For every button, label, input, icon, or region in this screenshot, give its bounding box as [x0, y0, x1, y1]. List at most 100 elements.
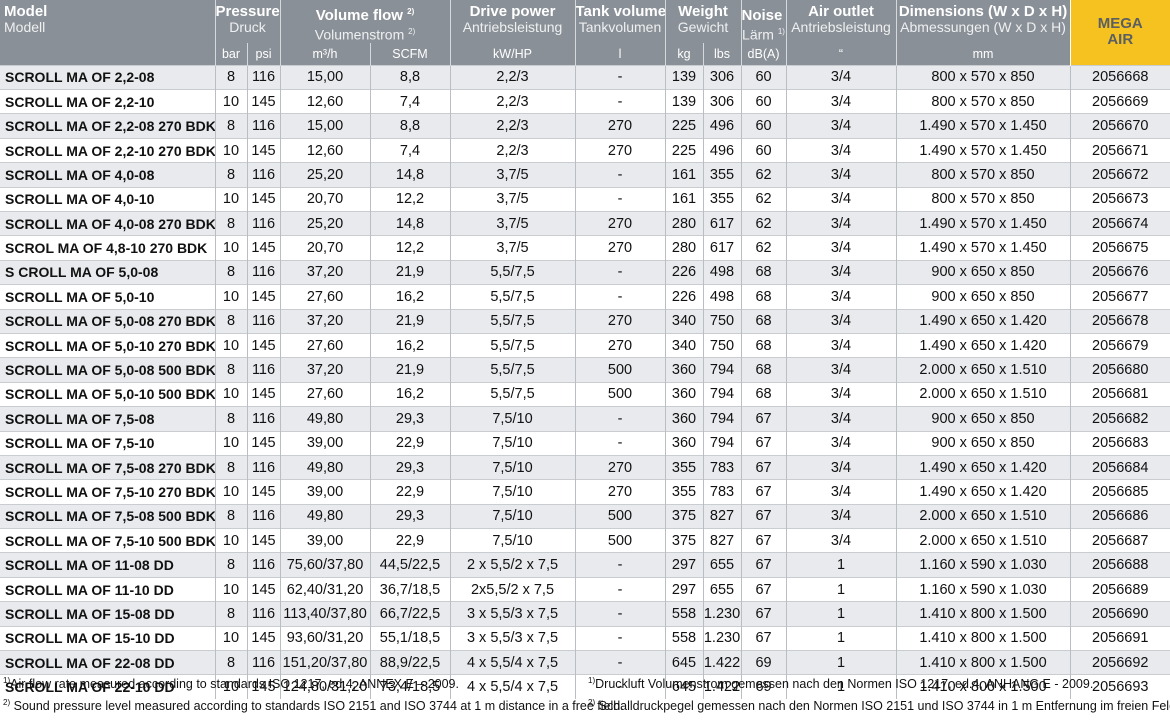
table-row: SCROLL MA OF 11-10 DD 10 145 62,40/31,20 36,…	[0, 576, 1170, 602]
cell-air-outlet: 3/4	[785, 186, 897, 212]
cell-pressure-bar: 10	[214, 528, 247, 553]
cell-mega-air-number: 2056678	[1069, 308, 1170, 334]
cell-flow-scfm: 88,9/22,5	[369, 650, 450, 675]
cell-weight-lbs: 655	[702, 576, 742, 602]
table-row: SCROLL MA OF 5,0-08 270 BDK 8 116 37,20 21,9…	[0, 308, 1170, 334]
unit-row: bar psi m³/h SCFM kW/HP l kg lbs dB(A) “…	[0, 42, 1170, 66]
cell-flow-m3h: 49,80	[279, 406, 370, 432]
cell-tank-volume: 500	[574, 357, 665, 383]
cell-drive-power: 3 x 5,5/3 x 7,5	[449, 601, 575, 627]
cell-weight-lbs: 827	[702, 528, 742, 553]
cell-dimensions: 1.490 x 650 x 1.420	[895, 479, 1071, 505]
table-row: SCROLL MA OF 4,0-10 10 145 20,70 12,2 3,7/5-1…	[0, 186, 1170, 212]
table-row: SCROLL MA OF 2,2-10 270 BDK 10 145 12,60 7,4…	[0, 137, 1170, 163]
cell-mega-air-number: 2056671	[1069, 137, 1170, 163]
cell-drive-power: 3,7/5	[449, 210, 575, 236]
cell-pressure-psi: 116	[246, 308, 280, 334]
cell-dimensions: 1.490 x 650 x 1.420	[895, 454, 1071, 480]
cell-dimensions: 900 x 650 x 850	[895, 284, 1071, 310]
table-row: SCROLL MA OF 4,0-08 8 116 25,20 14,8 3,7/5-16…	[0, 162, 1170, 188]
cell-air-outlet: 1	[785, 674, 897, 699]
cell-noise: 67	[740, 503, 787, 529]
cell-flow-m3h: 37,20	[279, 308, 370, 334]
cell-flow-scfm: 21,9	[369, 259, 450, 285]
cell-model: SCROLL MA OF 5,0-08 270 BDK	[0, 308, 215, 334]
cell-flow-m3h: 39,00	[279, 528, 370, 553]
cell-air-outlet: 3/4	[785, 162, 897, 188]
cell-drive-power: 7,5/10	[449, 454, 575, 480]
cell-noise: 68	[740, 259, 787, 285]
cell-pressure-psi: 116	[246, 162, 280, 188]
cell-tank-volume: -	[574, 64, 665, 90]
cell-flow-m3h: 20,70	[279, 235, 370, 261]
cell-air-outlet: 3/4	[785, 357, 897, 383]
cell-weight-kg: 360	[664, 381, 703, 407]
cell-pressure-bar: 8	[214, 552, 247, 578]
cell-pressure-bar: 8	[214, 308, 247, 334]
cell-air-outlet: 3/4	[785, 259, 897, 285]
cell-tank-volume: 270	[574, 332, 665, 358]
cell-weight-kg: 297	[664, 576, 703, 602]
cell-air-outlet: 3/4	[785, 406, 897, 432]
cell-flow-scfm: 12,2	[369, 235, 450, 261]
cell-pressure-psi: 116	[246, 552, 280, 578]
cell-weight-kg: 340	[664, 308, 703, 334]
footnote-de-2: 2) Schalldruckpegel gemessen nach den No…	[588, 698, 1170, 714]
cell-flow-scfm: 7,4	[369, 89, 450, 114]
table-row: SCROLL MA OF 2,2-08 8 116 15,00 8,8 2,2/3-139…	[0, 64, 1170, 90]
cell-drive-power: 2,2/3	[449, 89, 575, 114]
cell-weight-lbs: 794	[702, 406, 742, 432]
cell-noise: 68	[740, 357, 787, 383]
cell-air-outlet: 3/4	[785, 332, 897, 358]
cell-weight-kg: 340	[664, 332, 703, 358]
cell-tank-volume: -	[574, 186, 665, 212]
cell-weight-lbs: 750	[702, 308, 742, 334]
cell-flow-m3h: 20,70	[279, 186, 370, 212]
cell-dimensions: 1.490 x 570 x 1.450	[895, 235, 1071, 261]
cell-weight-kg: 645	[664, 674, 703, 699]
cell-flow-scfm: 14,8	[369, 210, 450, 236]
unit-kg: kg	[664, 42, 703, 66]
cell-model: SCROLL MA OF 5,0-08 500 BDK	[0, 357, 215, 383]
cell-mega-air-number: 2056691	[1069, 625, 1170, 651]
cell-weight-kg: 139	[664, 89, 703, 114]
table-row: SCROLL MA OF 5,0-10 270 BDK 10 145 27,60 16,…	[0, 332, 1170, 358]
cell-weight-lbs: 617	[702, 210, 742, 236]
cell-noise: 67	[740, 479, 787, 505]
cell-air-outlet: 3/4	[785, 235, 897, 261]
cell-noise: 68	[740, 332, 787, 358]
unit-scfm: SCFM	[369, 42, 450, 66]
cell-pressure-bar: 10	[214, 576, 247, 602]
cell-noise: 67	[740, 406, 787, 432]
cell-pressure-bar: 10	[214, 674, 247, 699]
cell-flow-m3h: 27,60	[279, 381, 370, 407]
cell-flow-scfm: 21,9	[369, 357, 450, 383]
cell-mega-air-number: 2056688	[1069, 552, 1170, 578]
cell-weight-kg: 645	[664, 650, 703, 675]
cell-weight-kg: 280	[664, 210, 703, 236]
cell-pressure-psi: 145	[246, 528, 280, 553]
cell-weight-kg: 161	[664, 186, 703, 212]
cell-dimensions: 2.000 x 650 x 1.510	[895, 528, 1071, 553]
cell-model: SCROLL MA OF 22-10 DD	[0, 674, 215, 699]
cell-model: SCROLL MA OF 2,2-10	[0, 89, 215, 114]
header-noise: Noise 1) Lärm 1)	[740, 0, 787, 43]
cell-weight-lbs: 306	[702, 64, 742, 90]
cell-weight-kg: 375	[664, 528, 703, 553]
cell-air-outlet: 3/4	[785, 479, 897, 505]
cell-noise: 60	[740, 113, 787, 139]
table-row: SCROLL MA OF 22-08 DD 8 116 151,20/37,80 88,…	[0, 650, 1170, 675]
cell-noise: 68	[740, 308, 787, 334]
header-drive-power: Drive power Antriebsleistung	[449, 0, 575, 43]
unit-psi: psi	[246, 42, 280, 66]
cell-flow-m3h: 49,80	[279, 503, 370, 529]
cell-pressure-bar: 10	[214, 625, 247, 651]
cell-weight-kg: 226	[664, 259, 703, 285]
unit-inch: “	[785, 42, 897, 66]
cell-flow-m3h: 27,60	[279, 332, 370, 358]
cell-model: S CROLL MA OF 5,0-08	[0, 259, 215, 285]
cell-mega-air-number: 2056689	[1069, 576, 1170, 602]
cell-air-outlet: 3/4	[785, 503, 897, 529]
cell-weight-lbs: 1.230	[702, 625, 742, 651]
cell-tank-volume: 270	[574, 113, 665, 139]
